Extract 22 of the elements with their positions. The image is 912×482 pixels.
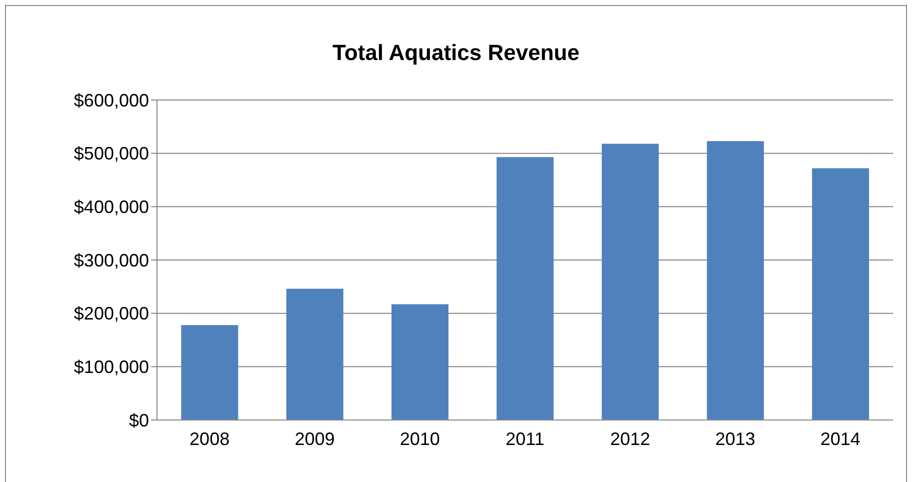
x-tick-label: 2012 bbox=[610, 428, 650, 449]
bar bbox=[602, 144, 659, 420]
bar bbox=[812, 168, 870, 420]
x-tick-label: 2013 bbox=[715, 428, 756, 449]
x-tick-label: 2008 bbox=[190, 428, 230, 449]
y-tick-label: $0 bbox=[128, 410, 149, 430]
x-tick-label: 2010 bbox=[400, 428, 440, 449]
bar bbox=[286, 288, 344, 420]
x-tick-label: 2009 bbox=[294, 428, 335, 449]
x-tick-label: 2014 bbox=[820, 428, 860, 449]
y-tick-label: $200,000 bbox=[74, 304, 149, 324]
bar bbox=[181, 325, 238, 420]
y-tick-label: $300,000 bbox=[74, 250, 149, 270]
y-tick-label: $100,000 bbox=[74, 357, 149, 378]
bar bbox=[706, 141, 764, 420]
y-tick-label: $600,000 bbox=[74, 90, 149, 110]
bar bbox=[391, 304, 448, 420]
chart-title: Total Aquatics Revenue bbox=[332, 40, 580, 66]
y-tick-label: $400,000 bbox=[74, 197, 149, 218]
x-tick-label: 2011 bbox=[506, 428, 544, 449]
bar bbox=[496, 157, 554, 420]
y-tick-label: $500,000 bbox=[74, 144, 149, 164]
